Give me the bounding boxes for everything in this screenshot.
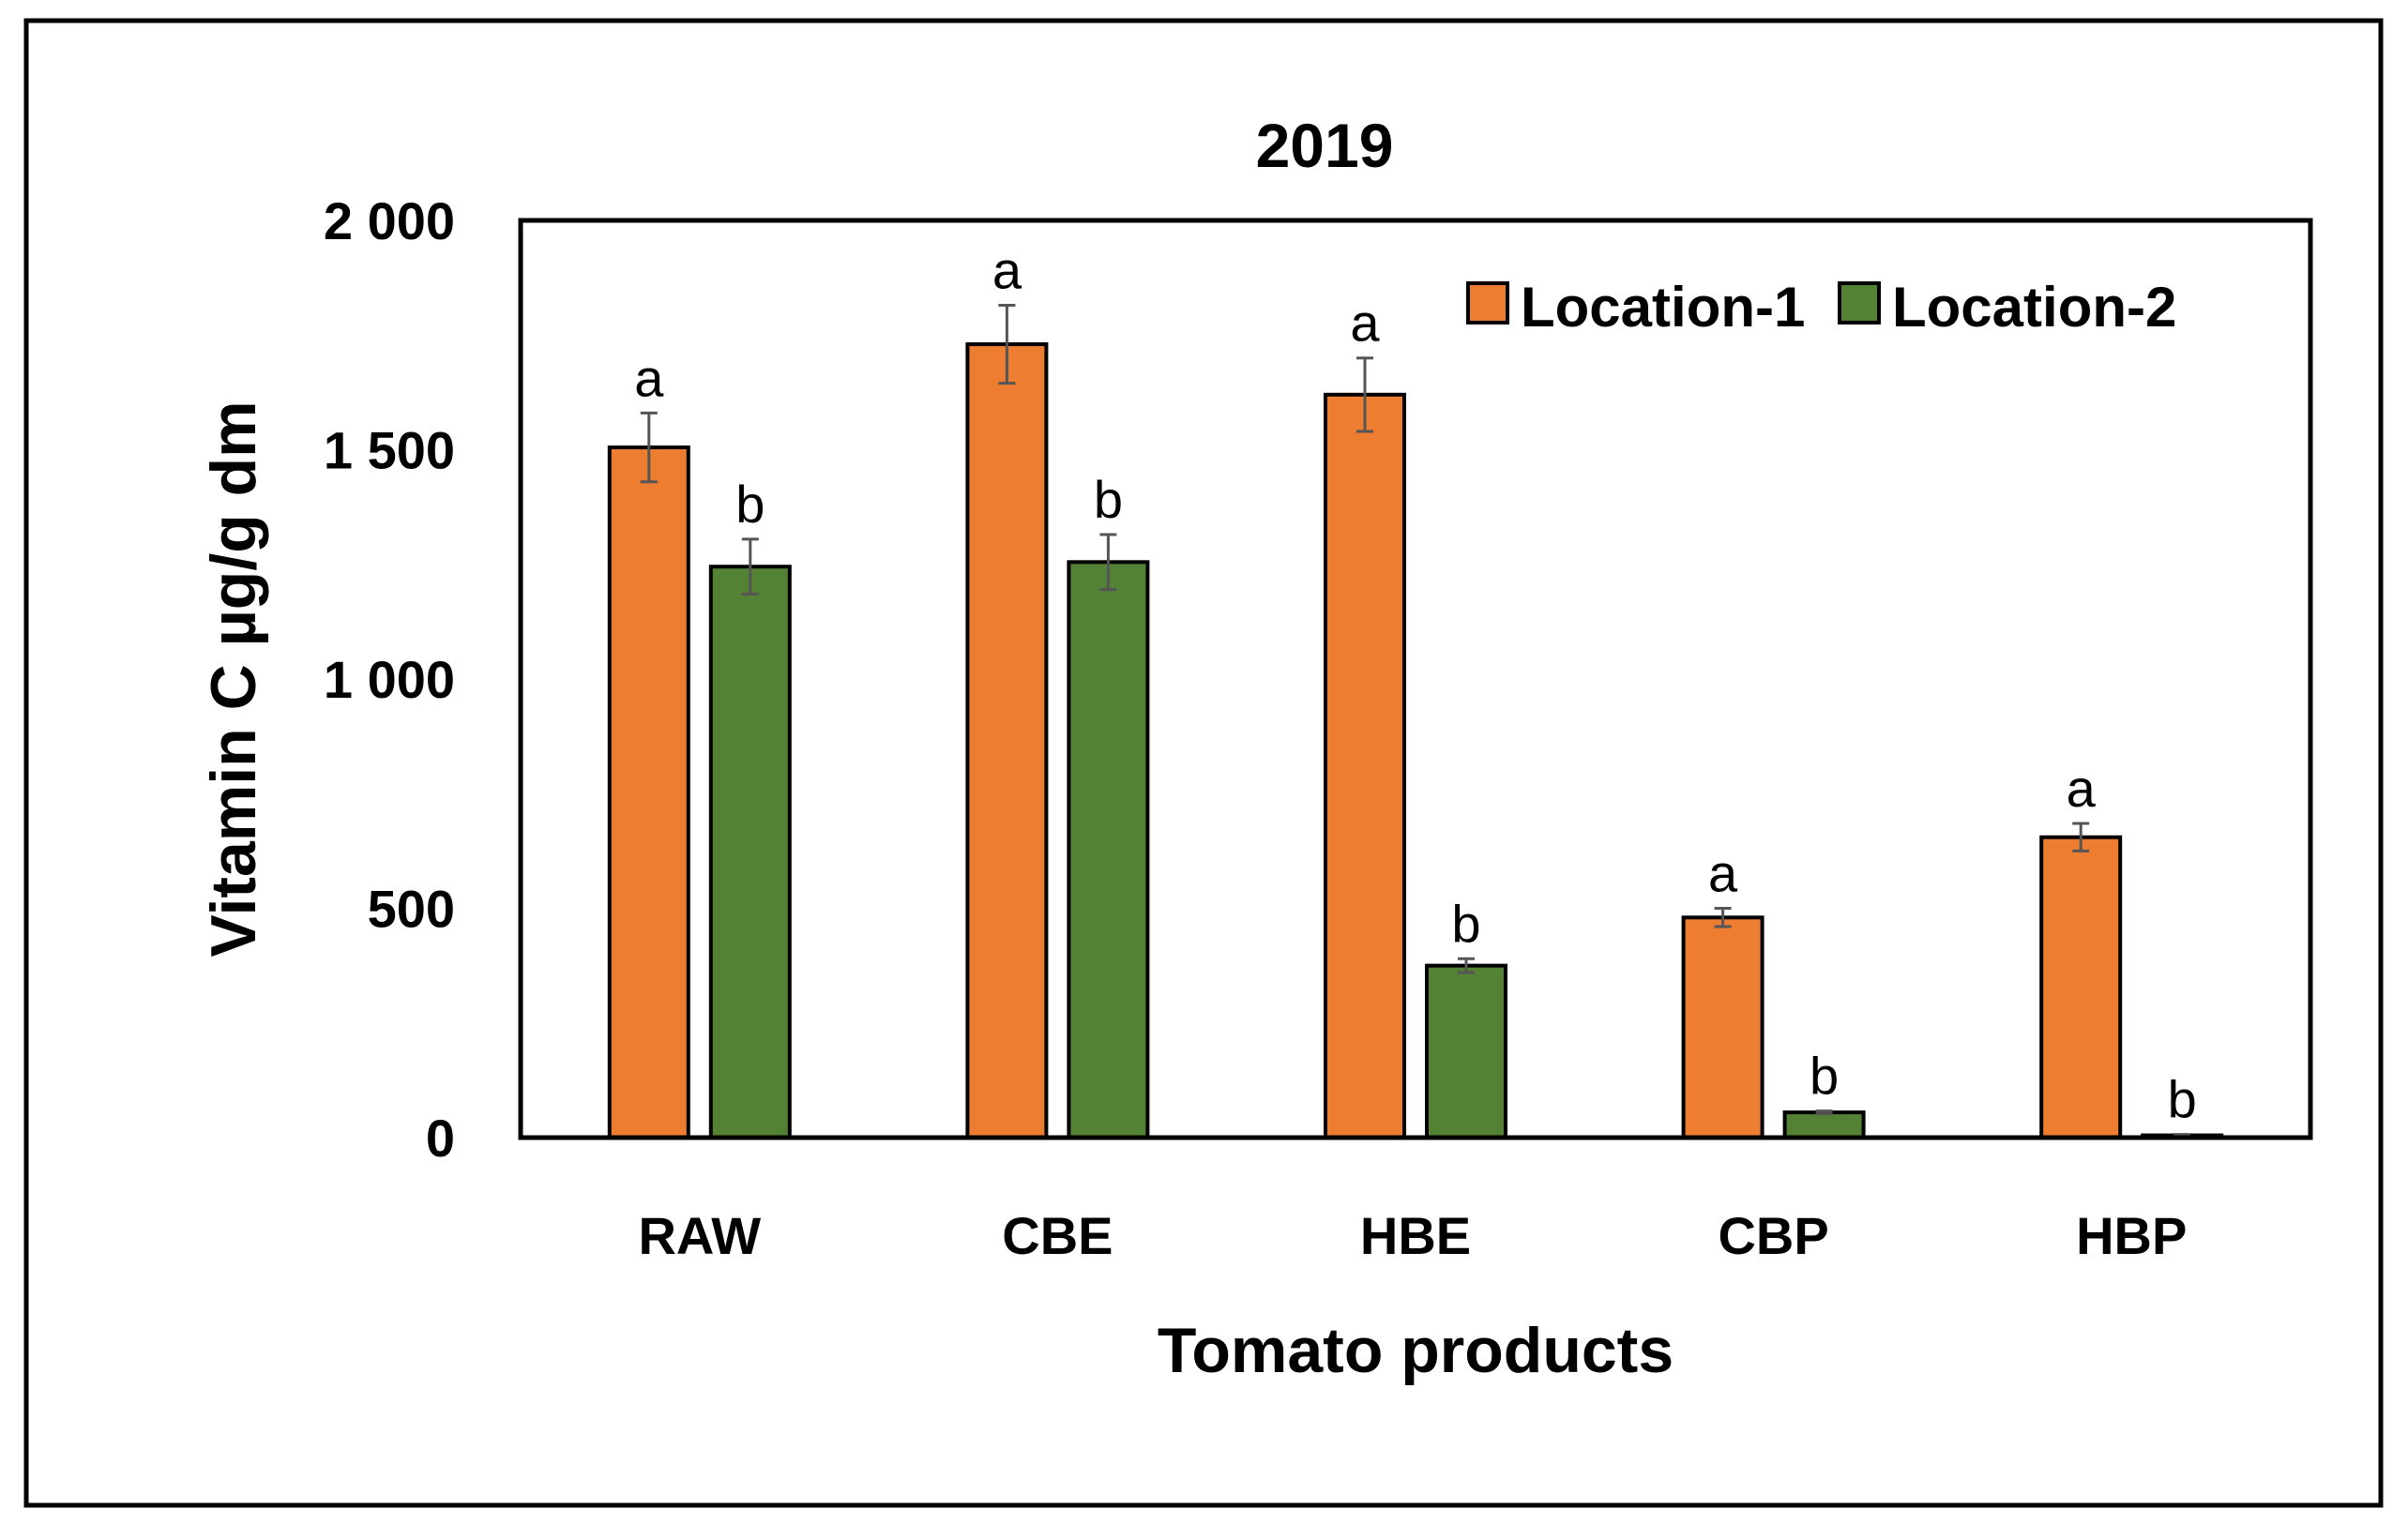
y-axis-ticks: 0 500 1 000 1 500 2 000 [324,191,455,1168]
bar-location-1-hbe [1324,392,1406,1139]
legend-swatch-location-1 [1466,281,1509,324]
bar-location-2-hbe [1425,963,1507,1139]
significance-letter: b [1094,470,1123,529]
figure-frame [23,18,2384,1508]
bar-location-1-cbp [1681,915,1764,1140]
error-bar [640,411,658,484]
significance-letter: a [1350,294,1380,353]
error-bar [2072,822,2090,853]
y-tick-label: 1 000 [324,650,455,709]
bar-location-1-cbe [965,342,1049,1139]
plot-area [518,218,2313,1140]
y-axis-label: Vitamin C µg/g dm [198,400,269,957]
significance-letter: a [2067,759,2097,818]
x-axis-ticks: RAW CBE HBE CBP HBP [638,1206,2187,1265]
error-bar [1356,356,1373,433]
legend-label-location-1: Location-1 [1521,276,1805,339]
significance-letter: b [1451,894,1480,953]
bar-location-1-hbp [2039,835,2123,1140]
error-bar [998,303,1016,385]
bar-location-2-raw [708,565,792,1139]
significance-letter: a [1708,844,1738,903]
error-bar [741,537,759,596]
y-tick-label: 0 [426,1109,455,1168]
significance-letter: b [735,475,765,534]
significance-letter: a [634,348,664,407]
x-tick-label: HBP [2076,1206,2187,1265]
y-tick-label: 1 500 [324,421,455,480]
x-axis-label: Tomato products [1158,1315,1673,1386]
bars: a b a b a b a b a b [607,240,2224,1140]
bar-location-2-cbp [1782,1110,1866,1139]
legend: Location-1 Location-2 [1466,276,2176,339]
significance-letter: a [992,240,1022,299]
bar-location-1-raw [607,445,690,1139]
y-tick-label: 2 000 [324,191,455,250]
legend-label-location-2: Location-2 [1892,276,2176,339]
significance-letter: b [1810,1047,1839,1106]
significance-letter: b [2168,1070,2197,1129]
x-tick-label: RAW [638,1206,761,1265]
x-tick-label: CBP [1718,1206,1828,1265]
x-tick-label: CBE [1002,1206,1113,1265]
y-tick-label: 500 [368,880,455,939]
error-bar [1714,907,1732,928]
bar-location-2-cbe [1067,560,1150,1139]
chart-title: 2019 [1256,111,1394,180]
error-bar [1099,533,1117,592]
x-tick-label: HBE [1360,1206,1471,1265]
legend-swatch-location-2 [1838,281,1881,324]
error-bar [1815,1109,1833,1116]
error-bar [1458,957,1475,974]
